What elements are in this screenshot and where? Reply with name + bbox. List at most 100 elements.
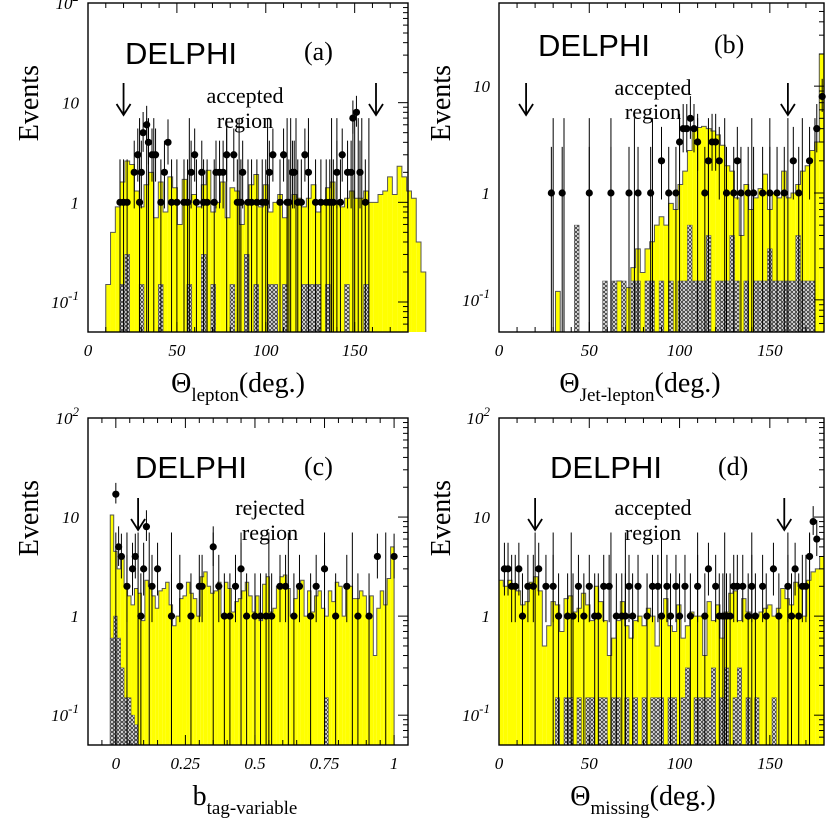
simulation-bar (287, 202, 293, 332)
data-point (712, 582, 720, 590)
x-tick-label: 0.75 (310, 754, 340, 773)
background-bar (706, 697, 712, 746)
background-bar (633, 697, 638, 746)
simulation-bar (421, 272, 426, 332)
data-point (791, 565, 799, 573)
x-axis-label: Θlepton(deg.) (171, 368, 305, 406)
simulation-bar (577, 608, 582, 745)
data-point (666, 612, 675, 620)
simulation-bar (654, 225, 660, 332)
simulation-bar (220, 181, 226, 332)
simulation-bar (743, 184, 749, 332)
simulation-bar (362, 595, 367, 745)
y-tick-label: 10-1 (51, 288, 79, 312)
data-point (657, 612, 666, 620)
data-point (134, 151, 142, 159)
background-bar (677, 280, 683, 333)
x-tick-label: 0.5 (244, 754, 265, 773)
data-point (349, 114, 357, 122)
simulation-bar (750, 616, 755, 745)
simulation-bar (707, 601, 712, 745)
data-point (694, 138, 702, 146)
data-point (153, 565, 162, 573)
simulation-bar (290, 616, 294, 745)
simulation-bar (659, 216, 664, 332)
simulation-bar (507, 580, 512, 745)
simulation-bar (376, 608, 381, 745)
simulation-bar (380, 590, 384, 745)
cut-arrow-head (527, 518, 543, 532)
x-tick-label: 0 (84, 341, 93, 360)
data-point (203, 198, 211, 206)
simulation-bar (314, 595, 318, 745)
experiment-title: DELPHI (135, 450, 247, 485)
data-points (116, 95, 369, 332)
data-point (564, 612, 572, 620)
simulation-bar (368, 202, 374, 332)
simulation-bar (642, 625, 647, 745)
data-point (504, 565, 512, 573)
panel-label: (b) (714, 30, 744, 59)
data-point (657, 157, 666, 165)
background-bar (621, 280, 627, 333)
data-point (733, 582, 741, 590)
simulation-bar (279, 576, 284, 745)
simulation-bar (555, 291, 561, 332)
background-bar (698, 697, 703, 746)
data-point (243, 612, 251, 620)
simulation-bar (191, 194, 197, 332)
data-point (265, 168, 273, 176)
data-point (237, 198, 245, 206)
y-tick-label: 10 (473, 508, 491, 527)
simulation-bar (359, 590, 363, 745)
simulation-bar (525, 601, 530, 745)
simulation-bar (196, 616, 201, 745)
y-tick-label: 10 (62, 94, 80, 113)
simulation-bar (392, 194, 398, 332)
simulation-bar (255, 595, 260, 745)
simulation-bar (330, 181, 336, 332)
x-tick-label: 1 (390, 754, 399, 773)
data-point (647, 189, 655, 197)
background-bar (602, 280, 608, 333)
simulation-bar (239, 224, 245, 332)
simulation-bar (772, 192, 777, 332)
data-point (139, 129, 147, 137)
simulation-bar (720, 638, 725, 745)
simulation-bar (155, 608, 159, 745)
data-point (672, 189, 680, 197)
simulation-bar (193, 598, 197, 745)
simulation-bar (753, 197, 759, 332)
simulation-bar (611, 638, 616, 745)
data-point (554, 612, 563, 620)
data-point (173, 198, 181, 206)
simulation-bar (728, 593, 733, 745)
simulation-bar (120, 181, 125, 332)
simulation-bar (798, 586, 803, 745)
y-tick-label: 10 (62, 508, 80, 527)
simulation-bar (780, 588, 785, 745)
background-bar (711, 667, 716, 746)
simulation-bar (345, 588, 350, 745)
simulation-bar (231, 612, 235, 745)
data-point (749, 189, 758, 197)
data-point (247, 198, 256, 206)
x-axis-ticks (87, 3, 409, 332)
simulation-bar (141, 620, 145, 745)
data-point (780, 189, 788, 197)
simulation-bar (266, 576, 270, 745)
y-tick-label: 1 (482, 607, 491, 626)
background-bar (116, 637, 121, 746)
data-point (813, 125, 821, 133)
data-point (730, 189, 738, 197)
region-annotation: accepted (615, 495, 692, 520)
simulation-bar (115, 206, 121, 332)
data-point (665, 189, 673, 197)
background-bar (641, 697, 647, 746)
x-tick-label: 0.25 (171, 754, 201, 773)
y-axis-ticks (398, 417, 408, 746)
simulation-bar (338, 586, 343, 745)
background-bar (809, 280, 815, 333)
simulation-bar (268, 211, 273, 332)
simulation-bar (172, 187, 178, 332)
